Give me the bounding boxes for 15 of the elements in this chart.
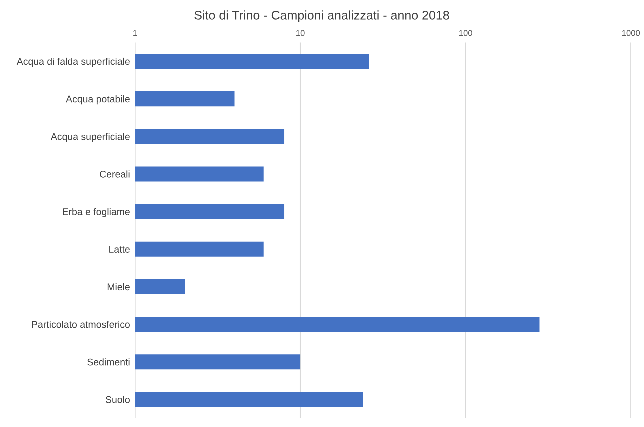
y-tick-label: Cereali — [100, 170, 130, 178]
x-tick-label: 1000 — [622, 30, 640, 36]
x-tick-label: 100 — [460, 30, 472, 36]
y-tick-label: Suolo — [106, 396, 130, 404]
x-tick-label: 1 — [134, 30, 138, 36]
chart-title: Sito di Trino - Campioni analizzati - anno 2018 — [194, 10, 450, 22]
y-tick-label: Miele — [108, 283, 130, 291]
x-tick-label: 10 — [296, 30, 305, 36]
y-tick-label: Latte — [110, 246, 130, 253]
y-tick-label: Acqua di falda superficiale — [16, 58, 130, 68]
y-tick-label: Erba e fogliame — [63, 208, 130, 218]
y-tick-label: Particolato atmosferico — [32, 320, 130, 328]
y-tick-label: Acqua superficiale — [50, 133, 130, 142]
y-tick-label: Acqua potabile — [66, 96, 130, 105]
y-tick-label: Sedimenti — [88, 358, 130, 366]
